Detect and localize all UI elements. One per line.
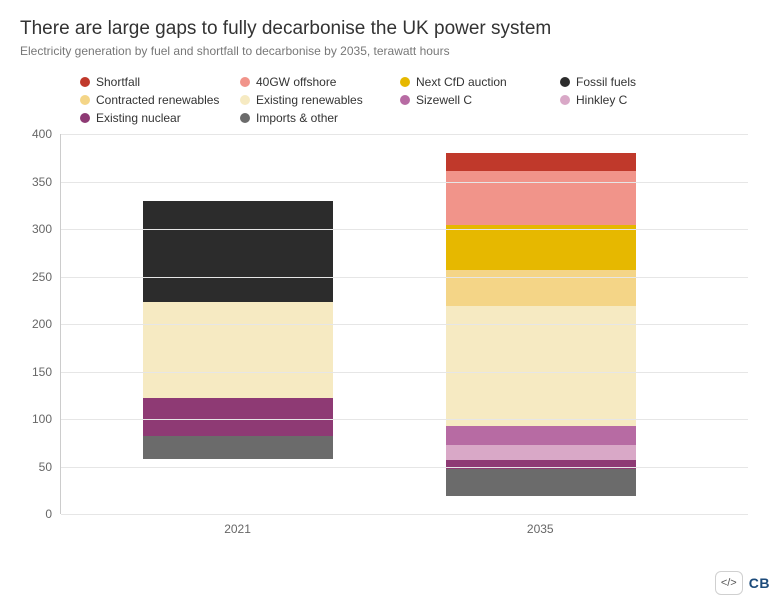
legend-swatch (240, 77, 250, 87)
y-tick-label: 150 (32, 365, 52, 379)
legend-item[interactable]: Hinkley C (560, 92, 720, 108)
legend-item[interactable]: Existing renewables (240, 92, 400, 108)
bar-segment-imports[interactable] (446, 469, 636, 496)
legend-label: Existing nuclear (96, 111, 181, 125)
legend-swatch (240, 113, 250, 123)
legend-item[interactable]: Imports & other (240, 110, 400, 126)
legend-label: Sizewell C (416, 93, 472, 107)
bar-segment-existing_nuclear[interactable] (143, 398, 333, 436)
y-tick-label: 200 (32, 317, 52, 331)
chart-area: 050100150200250300350400 20212035 (20, 134, 760, 544)
legend-label: Existing renewables (256, 93, 363, 107)
y-tick-label: 250 (32, 270, 52, 284)
bar-segment-sizewell[interactable] (446, 426, 636, 446)
bar-group (446, 153, 636, 514)
legend-item[interactable]: Shortfall (80, 74, 240, 90)
y-tick-label: 300 (32, 222, 52, 236)
bar-segment-imports[interactable] (143, 436, 333, 460)
legend-swatch (560, 95, 570, 105)
bar-segment-next_cfd[interactable] (446, 225, 636, 270)
grid-line (61, 277, 748, 278)
grid-line (61, 372, 748, 373)
legend-label: Shortfall (96, 75, 140, 89)
plot-area (60, 134, 748, 514)
legend-item[interactable]: Sizewell C (400, 92, 560, 108)
legend-swatch (80, 77, 90, 87)
legend-swatch (80, 95, 90, 105)
y-tick-label: 100 (32, 412, 52, 426)
grid-line (61, 134, 748, 135)
legend-label: Fossil fuels (576, 75, 636, 89)
bar-segment-existing_renewables[interactable] (143, 302, 333, 398)
grid-line (61, 419, 748, 420)
chart-subtitle: Electricity generation by fuel and short… (20, 44, 760, 58)
grid-line (61, 467, 748, 468)
y-tick-label: 0 (45, 507, 52, 521)
legend-item[interactable]: Fossil fuels (560, 74, 720, 90)
y-tick-label: 350 (32, 175, 52, 189)
brand-logo: CB (749, 575, 770, 591)
grid-line (61, 324, 748, 325)
y-axis: 050100150200250300350400 (20, 134, 58, 514)
legend-label: Hinkley C (576, 93, 627, 107)
x-axis: 2021 2035 (60, 514, 748, 544)
legend-swatch (400, 77, 410, 87)
legend-swatch (560, 77, 570, 87)
grid-line (61, 229, 748, 230)
legend-item[interactable]: Next CfD auction (400, 74, 560, 90)
legend-item[interactable]: 40GW offshore (240, 74, 400, 90)
embed-button[interactable]: </> (715, 571, 743, 595)
bar-segment-offshore40[interactable] (446, 171, 636, 225)
legend-item[interactable]: Existing nuclear (80, 110, 240, 126)
legend-label: Contracted renewables (96, 93, 219, 107)
bar-segment-hinkley[interactable] (446, 445, 636, 459)
x-tick-label: 2021 (224, 522, 251, 536)
legend-label: 40GW offshore (256, 75, 336, 89)
chart-title: There are large gaps to fully decarbonis… (20, 18, 760, 40)
bar-segment-fossil[interactable] (143, 201, 333, 303)
y-tick-label: 400 (32, 127, 52, 141)
bar-segment-shortfall[interactable] (446, 153, 636, 171)
y-tick-label: 50 (39, 460, 52, 474)
legend-label: Imports & other (256, 111, 338, 125)
legend-swatch (400, 95, 410, 105)
grid-line (61, 182, 748, 183)
legend-item[interactable]: Contracted renewables (80, 92, 240, 108)
x-tick-label: 2035 (527, 522, 554, 536)
legend-swatch (80, 113, 90, 123)
legend-label: Next CfD auction (416, 75, 507, 89)
legend-swatch (240, 95, 250, 105)
legend: Shortfall 40GW offshore Next CfD auction Fo… (20, 74, 760, 126)
